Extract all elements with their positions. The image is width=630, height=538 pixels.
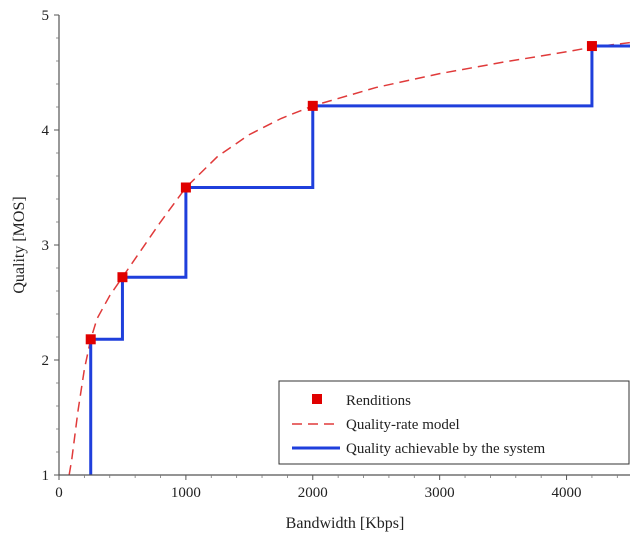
- x-tick-label: 3000: [425, 485, 455, 501]
- y-tick-label: 3: [42, 238, 50, 254]
- x-tick-label: 0: [55, 485, 63, 501]
- x-tick-label: 4000: [552, 485, 582, 501]
- rendition-marker: [308, 101, 318, 111]
- legend-label-quality-achievable: Quality achievable by the system: [346, 441, 545, 457]
- y-tick-label: 4: [42, 123, 50, 139]
- rendition-marker: [86, 334, 96, 344]
- x-axis-label: Bandwidth [Kbps]: [286, 515, 405, 532]
- y-tick-label: 5: [42, 8, 50, 24]
- legend-label-quality-rate-model: Quality-rate model: [346, 417, 460, 433]
- x-tick-label: 2000: [298, 485, 328, 501]
- legend-marker-renditions: [312, 394, 322, 404]
- legend: Renditions Quality-rate model Quality ac…: [279, 381, 629, 464]
- y-tick-label: 1: [42, 468, 50, 484]
- x-tick-label: 1000: [171, 485, 201, 501]
- y-axis-label: Quality [MOS]: [11, 196, 28, 293]
- rendition-marker: [587, 41, 597, 51]
- rendition-marker: [181, 183, 191, 193]
- legend-label-renditions: Renditions: [346, 393, 411, 409]
- rendition-marker: [117, 272, 127, 282]
- y-tick-label: 2: [42, 353, 50, 369]
